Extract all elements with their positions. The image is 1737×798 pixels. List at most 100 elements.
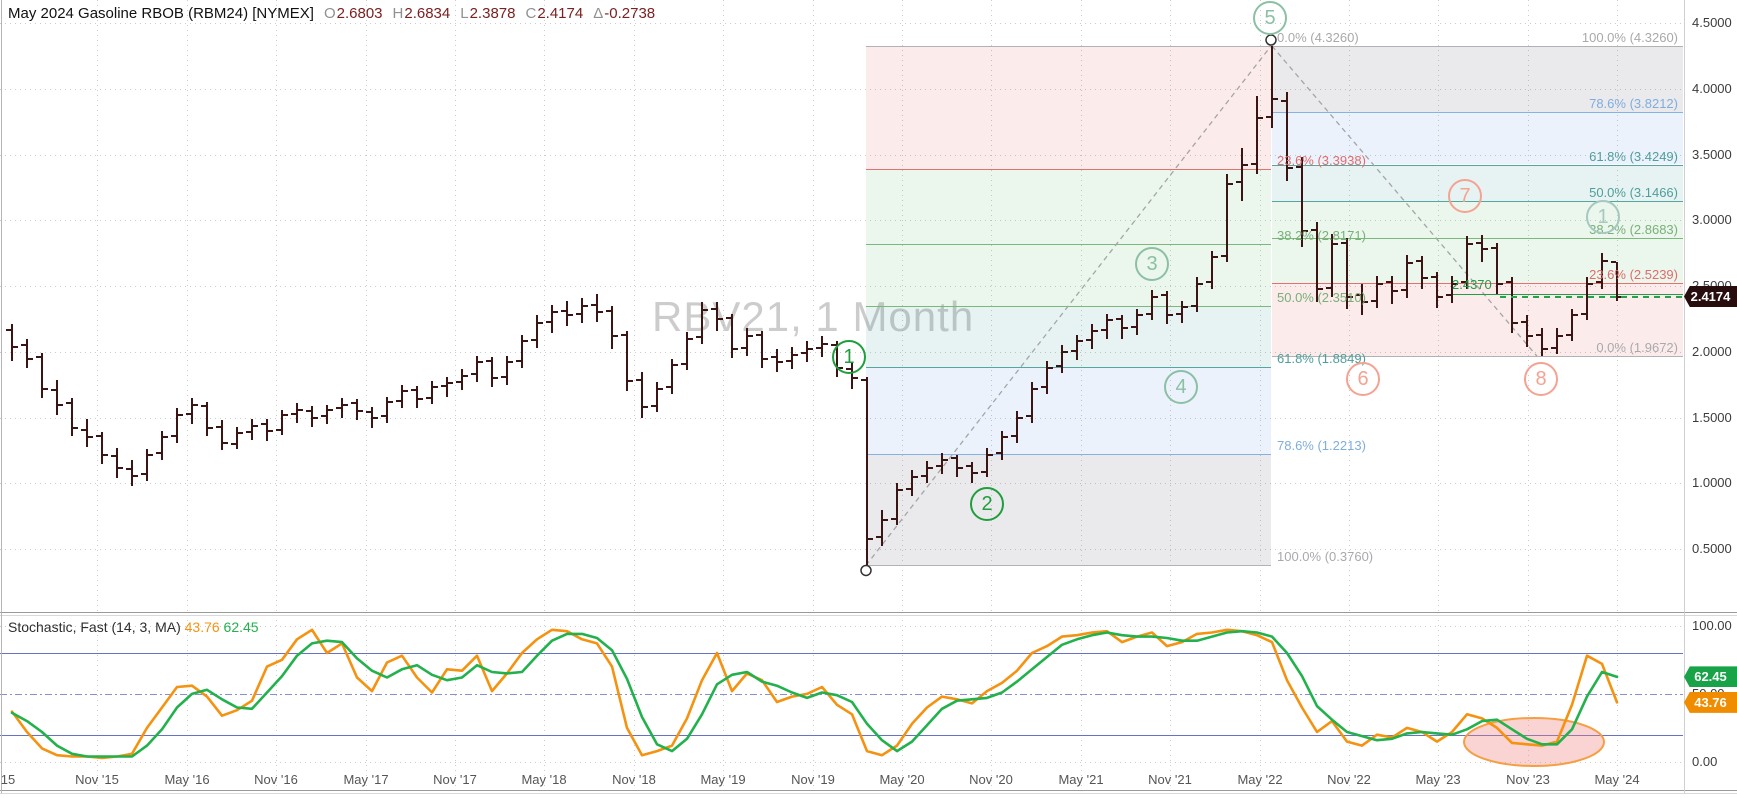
fib-level-label: 78.6% (1.2213)	[1277, 438, 1366, 454]
ohlc-open-tick	[1176, 312, 1181, 315]
ohlc-close-tick	[28, 357, 33, 360]
ohlc-close-tick	[163, 436, 168, 439]
ohlc-open-tick	[651, 404, 656, 407]
elliott-wave-1-marker[interactable]: 1	[1586, 200, 1620, 234]
ohlc-close-tick	[1003, 436, 1008, 439]
ohlc-close-tick	[1468, 243, 1473, 246]
vertical-gridline	[366, 0, 367, 790]
fib-anchor-high	[1265, 34, 1277, 46]
stochastic-legend[interactable]: Stochastic, Fast (14, 3, MA) 43.76 62.45	[8, 619, 259, 635]
ohlc-open-tick	[1281, 99, 1286, 102]
ohlc-open-tick	[366, 411, 371, 414]
ohlc-bar	[1616, 262, 1618, 301]
ohlc-open-tick	[261, 423, 266, 426]
ohlc-bar	[191, 397, 193, 425]
ohlc-open-tick	[606, 310, 611, 313]
ohlc-close-tick	[1498, 282, 1503, 285]
ohlc-open-tick	[1341, 241, 1346, 244]
ohlc-bar	[1286, 91, 1288, 181]
ohlc-close-tick	[1228, 182, 1233, 185]
fib-band[interactable]	[866, 454, 1271, 566]
fib-band[interactable]	[866, 168, 1271, 245]
ohlc-open-tick	[1581, 312, 1586, 315]
stoch-k-tag: 43.76	[1684, 691, 1737, 713]
fib-level-label: 23.6% (3.3938)	[1277, 152, 1366, 168]
fib-level-line	[866, 454, 1271, 456]
ohlc-bar	[821, 336, 823, 358]
elliott-wave-1-marker[interactable]: 1	[832, 340, 866, 374]
ohlc-open-tick	[1386, 281, 1391, 284]
x-axis-label: May '24	[1594, 772, 1640, 787]
ohlc-bar	[461, 369, 463, 390]
ohlc-bar	[1511, 276, 1513, 334]
ohlc-bar	[1076, 334, 1078, 360]
ohlc-close-tick	[1588, 282, 1593, 285]
ohlc-close-tick	[268, 429, 273, 432]
ohlc-open-tick	[1236, 181, 1241, 184]
stochastic-k-line	[10, 628, 1619, 760]
ohlc-bar	[656, 382, 658, 413]
ohlc-bar	[941, 453, 943, 475]
ohlc-bar	[1466, 236, 1468, 289]
ohlc-close-tick	[1303, 229, 1308, 232]
fib-band[interactable]	[866, 367, 1271, 455]
ohlc-close-tick	[703, 308, 708, 311]
fib-band[interactable]	[866, 46, 1271, 169]
elliott-wave-6-marker[interactable]: 6	[1346, 362, 1380, 396]
price-axis-label: 4.5000	[1692, 15, 1732, 31]
ohlc-close-tick	[403, 390, 408, 393]
fib-band[interactable]	[1272, 46, 1683, 113]
vertical-gridline	[1349, 0, 1350, 790]
ohlc-bar	[671, 358, 673, 394]
ohlc-open-tick	[1431, 275, 1436, 278]
ohlc-open-tick	[621, 333, 626, 336]
ohlc-open-tick	[876, 536, 881, 539]
ohlc-close-tick	[1333, 243, 1338, 246]
fib-band[interactable]	[1272, 112, 1683, 165]
ohlc-open-tick	[1476, 241, 1481, 244]
alert-price-line[interactable]	[1448, 294, 1683, 296]
ohlc-bar	[1421, 255, 1423, 289]
elliott-wave-3-marker[interactable]: 3	[1135, 247, 1169, 281]
ohlc-bar	[896, 483, 898, 526]
ohlc-open-tick	[921, 474, 926, 477]
ohlc-bar	[1526, 315, 1528, 347]
stoch-axis-label: 100.00	[1692, 617, 1732, 633]
vertical-gridline	[1528, 0, 1529, 790]
ohlc-bar	[1031, 382, 1033, 423]
ohlc-close-tick	[898, 489, 903, 491]
elliott-wave-2-marker[interactable]: 2	[970, 487, 1004, 521]
fib-band[interactable]	[866, 305, 1271, 367]
price-axis-label: 2.0000	[1692, 343, 1732, 359]
ohlc-close-tick	[1168, 314, 1173, 317]
ohlc-bar	[1256, 95, 1258, 175]
ohlc-open-tick	[516, 360, 521, 363]
ohlc-bar	[176, 408, 178, 443]
elliott-wave-5-marker[interactable]: 5	[1253, 1, 1287, 35]
ohlc-close-tick	[688, 337, 693, 340]
ohlc-bar	[251, 419, 253, 440]
elliott-wave-7-marker[interactable]: 7	[1448, 179, 1482, 213]
ohlc-close-tick	[313, 416, 318, 419]
ohlc-open-tick	[1311, 228, 1316, 231]
fib-band[interactable]	[866, 244, 1271, 306]
ohlc-close-tick	[178, 414, 183, 416]
ohlc-bar	[746, 328, 748, 356]
ohlc-close-tick	[1528, 335, 1533, 338]
ohlc-field-value: 2.4174	[537, 5, 584, 22]
elliott-wave-4-marker[interactable]: 4	[1164, 370, 1198, 404]
ohlc-close-tick	[148, 453, 153, 456]
horizontal-gridline	[0, 418, 1683, 419]
price-axis-label: 1.0000	[1692, 475, 1732, 491]
vertical-gridline	[902, 0, 903, 790]
ohlc-open-tick	[1536, 333, 1541, 336]
elliott-wave-8-marker[interactable]: 8	[1524, 362, 1558, 396]
ohlc-close-tick	[298, 408, 303, 411]
fib-band[interactable]	[1272, 237, 1683, 283]
ohlc-close-tick	[418, 398, 423, 401]
ohlc-close-tick	[1348, 295, 1353, 298]
ohlc-close-tick	[493, 377, 498, 380]
ohlc-open-tick	[1251, 162, 1256, 165]
ohlc-bar	[566, 300, 568, 326]
ohlc-close-tick	[328, 408, 333, 411]
